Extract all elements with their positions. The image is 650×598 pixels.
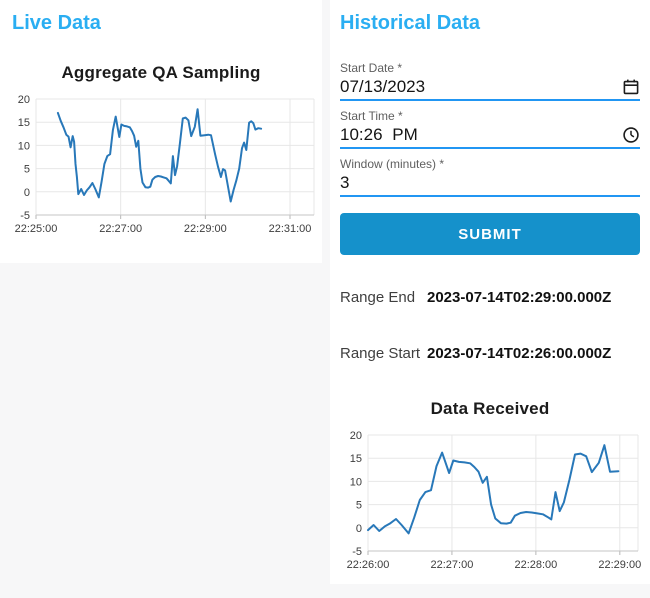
range-end-row: Range End 2023-07-14T02:29:00.000Z — [340, 289, 640, 307]
svg-text:10: 10 — [350, 476, 362, 488]
calendar-icon[interactable] — [622, 78, 640, 96]
start-time-value: 10:26 PM — [340, 125, 418, 144]
start-date-label: Start Date * — [340, 61, 403, 75]
svg-text:20: 20 — [18, 94, 30, 106]
start-date-value: 07/13/2023 — [340, 77, 426, 96]
svg-text:22:26:00: 22:26:00 — [347, 559, 390, 571]
start-time-input[interactable]: 10:26 PM — [340, 123, 640, 149]
svg-text:5: 5 — [24, 164, 30, 176]
svg-text:20: 20 — [350, 430, 362, 442]
svg-text:10: 10 — [18, 140, 30, 152]
chart-title-data-received: Data Received — [430, 399, 550, 418]
live-data-panel: Live Data Aggregate QA Sampling -5 0 5 10 15… — [0, 0, 322, 263]
historical-chart-block: Data Received -5 0 5 10 15 20 22:26:00 22:27:00… — [340, 399, 642, 579]
svg-text:22:29:00: 22:29:00 — [184, 223, 227, 235]
live-chart-block: Aggregate QA Sampling -5 0 5 10 15 20 22:25:00… — [6, 63, 316, 243]
live-data-heading: Live Data — [12, 12, 101, 34]
svg-text:22:27:00: 22:27:00 — [431, 559, 474, 571]
start-date-input[interactable]: 07/13/2023 — [340, 75, 640, 101]
start-date-field: Start Date * 07/13/2023 — [340, 61, 640, 101]
historical-data-panel: Historical Data Start Date * 07/13/2023 — [330, 0, 650, 584]
start-time-field: Start Time * 10:26 PM — [340, 109, 640, 149]
range-start-row: Range Start 2023-07-14T02:26:00.000Z — [340, 345, 640, 363]
svg-text:22:28:00: 22:28:00 — [514, 559, 557, 571]
aggregate-qa-sampling-chart: -5 0 5 10 15 20 22:25:00 22:27:00 22:29:00 22:31:… — [6, 91, 316, 243]
start-time-label: Start Time * — [340, 109, 403, 123]
svg-text:15: 15 — [18, 117, 30, 129]
svg-text:15: 15 — [350, 453, 362, 465]
svg-text:22:29:00: 22:29:00 — [598, 559, 641, 571]
window-minutes-label: Window (minutes) * — [340, 157, 445, 171]
svg-text:22:31:00: 22:31:00 — [269, 223, 312, 235]
range-end-label: Range End — [340, 289, 416, 306]
window-minutes-field: Window (minutes) * 3 — [340, 157, 640, 197]
data-received-chart: -5 0 5 10 15 20 22:26:00 22:27:00 22:28:00 22:29:… — [340, 427, 642, 579]
historical-data-heading: Historical Data — [340, 12, 481, 34]
svg-text:0: 0 — [24, 187, 30, 199]
svg-text:0: 0 — [356, 523, 362, 535]
submit-button[interactable]: SUBMIT — [340, 213, 640, 255]
range-end-value: 2023-07-14T02:29:00.000Z — [427, 289, 612, 306]
svg-text:22:25:00: 22:25:00 — [15, 223, 58, 235]
svg-text:5: 5 — [356, 500, 362, 512]
window-minutes-input[interactable]: 3 — [340, 171, 640, 197]
historical-query-form: Start Date * 07/13/2023 Start Time * — [340, 61, 640, 255]
range-start-value: 2023-07-14T02:26:00.000Z — [427, 345, 612, 362]
svg-text:-5: -5 — [20, 210, 30, 222]
dashboard: Live Data Aggregate QA Sampling -5 0 5 10 15… — [0, 0, 650, 584]
svg-text:22:27:00: 22:27:00 — [99, 223, 142, 235]
range-start-label: Range Start — [340, 345, 421, 362]
window-minutes-value: 3 — [340, 173, 350, 192]
svg-text:-5: -5 — [352, 546, 362, 558]
clock-icon[interactable] — [622, 126, 640, 144]
line-chart-svg: -5 0 5 10 15 20 22:25:00 22:27:00 22:29:00 22:31:… — [15, 94, 315, 235]
line-chart-svg: -5 0 5 10 15 20 22:26:00 22:27:00 22:28:00 22:29:… — [347, 430, 642, 571]
chart-title-aggregate-qa-sampling: Aggregate QA Sampling — [61, 63, 261, 82]
